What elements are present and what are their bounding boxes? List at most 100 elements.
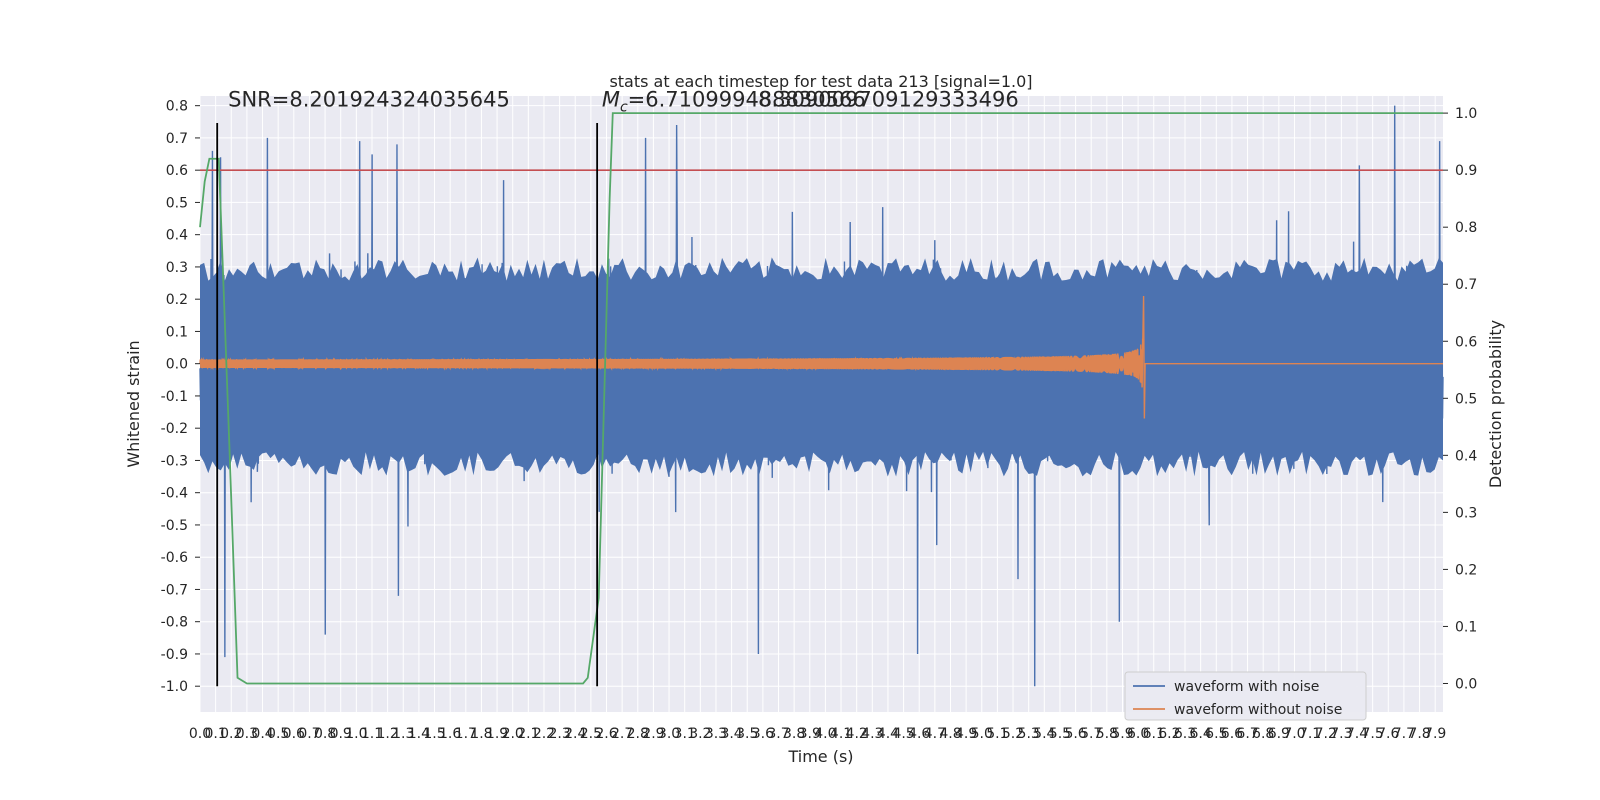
x-tick-label: 3.0 xyxy=(658,726,680,742)
axes: 0.00.10.20.30.40.50.60.70.80.91.01.11.21… xyxy=(161,99,1478,742)
y-axis-label: Whitened strain xyxy=(124,340,143,467)
chart-title: stats at each timestep for test data 213… xyxy=(609,72,1032,91)
x-tick-label: 4.1 xyxy=(830,726,852,742)
x-tick-label: 0.1 xyxy=(205,726,227,742)
x-tick-label: 5.4 xyxy=(1033,726,1055,742)
x-tick-label: 6.9 xyxy=(1268,726,1290,742)
y-tick-label: -0.1 xyxy=(161,389,188,405)
x-tick-label: 3.9 xyxy=(799,726,821,742)
x-tick-label: 5.8 xyxy=(1096,726,1118,742)
snr-annotation: SNR=8.201924324035645 xyxy=(228,87,510,111)
y2-tick-label: 0.9 xyxy=(1455,163,1477,179)
x-tick-label: 3.2 xyxy=(689,726,711,742)
y-tick-label: -0.8 xyxy=(161,615,188,631)
y-tick-label: -0.4 xyxy=(161,486,188,502)
x-tick-label: 1.4 xyxy=(408,726,430,742)
x-tick-label: 0.0 xyxy=(189,726,211,742)
y-tick-label: -0.7 xyxy=(161,582,188,598)
y2-axis-label: Detection probability xyxy=(1486,320,1505,488)
x-tick-label: 1.0 xyxy=(345,726,367,742)
series-layer xyxy=(199,105,1444,687)
x-tick-label: 5.5 xyxy=(1049,726,1071,742)
x-tick-label: 2.2 xyxy=(533,726,555,742)
y-tick-label: -0.2 xyxy=(161,421,188,437)
y-tick-label: -0.3 xyxy=(161,453,188,469)
x-tick-label: 7.0 xyxy=(1283,726,1305,742)
x-tick-label: 7.9 xyxy=(1424,726,1446,742)
x-tick-label: 1.5 xyxy=(423,726,445,742)
y2-tick-label: 0.6 xyxy=(1455,334,1477,350)
x-tick-label: 2.7 xyxy=(611,726,633,742)
x-tick-label: 7.8 xyxy=(1408,726,1430,742)
x-tick-label: 2.5 xyxy=(580,726,602,742)
legend: waveform with noise waveform without nois… xyxy=(1124,671,1367,721)
x-tick-label: 3.7 xyxy=(767,726,789,742)
x-tick-label: 3.5 xyxy=(736,726,758,742)
legend-label: waveform with noise xyxy=(1174,679,1319,695)
x-tick-label: 6.0 xyxy=(1127,726,1149,742)
y2-tick-label: 0.4 xyxy=(1455,448,1477,464)
x-tick-label: 4.3 xyxy=(861,726,883,742)
x-tick-label: 1.3 xyxy=(392,726,414,742)
x-tick-label: 4.7 xyxy=(924,726,946,742)
x-tick-label: 4.5 xyxy=(892,726,914,742)
x-tick-label: 6.3 xyxy=(1174,726,1196,742)
y2-tick-label: 0.2 xyxy=(1455,562,1477,578)
chirp-mass-annotation: Mc=6.710999488830566 xyxy=(602,87,866,115)
x-tick-label: 3.1 xyxy=(674,726,696,742)
y-tick-label: 0.7 xyxy=(166,131,188,147)
x-tick-label: 1.6 xyxy=(439,726,461,742)
x-tick-label: 3.3 xyxy=(705,726,727,742)
x-tick-label: 2.3 xyxy=(548,726,570,742)
x-tick-label: 6.1 xyxy=(1143,726,1165,742)
x-axis-label: Time (s) xyxy=(787,747,853,766)
x-tick-label: 4.8 xyxy=(939,726,961,742)
x-tick-label: 1.8 xyxy=(470,726,492,742)
x-tick-label: 7.1 xyxy=(1299,726,1321,742)
x-tick-label: 4.0 xyxy=(814,726,836,742)
x-tick-label: 4.4 xyxy=(877,726,899,742)
y2-tick-label: 0.3 xyxy=(1455,505,1477,521)
chirp-mass-value: =6.710999488830566 xyxy=(628,87,866,111)
y-tick-label: -1.0 xyxy=(161,679,188,695)
overlapping-annotation: 8.309009709129333496 xyxy=(758,87,1019,111)
x-tick-label: 4.9 xyxy=(955,726,977,742)
x-tick-label: 4.6 xyxy=(908,726,930,742)
legend-box xyxy=(1124,671,1367,721)
x-tick-label: 7.2 xyxy=(1315,726,1337,742)
annotations: SNR=8.201924324035645 Mc=6.71099948883056… xyxy=(228,87,1019,115)
x-tick-label: 4.2 xyxy=(846,726,868,742)
x-tick-label: 3.8 xyxy=(783,726,805,742)
x-tick-label: 5.6 xyxy=(1064,726,1086,742)
y2-tick-label: 0.7 xyxy=(1455,277,1477,293)
x-tick-label: 0.5 xyxy=(267,726,289,742)
x-tick-label: 0.3 xyxy=(236,726,258,742)
x-tick-label: 1.9 xyxy=(486,726,508,742)
x-tick-label: 5.7 xyxy=(1080,726,1102,742)
y-tick-label: -0.9 xyxy=(161,647,188,663)
y-tick-label: 0.0 xyxy=(166,357,188,373)
x-tick-label: 6.4 xyxy=(1190,726,1212,742)
y-tick-label: 0.1 xyxy=(166,324,188,340)
x-tick-label: 3.6 xyxy=(752,726,774,742)
x-tick-label: 6.8 xyxy=(1252,726,1274,742)
x-tick-label: 0.2 xyxy=(220,726,242,742)
y2-tick-label: 0.8 xyxy=(1455,220,1477,236)
x-tick-label: 1.2 xyxy=(376,726,398,742)
x-tick-label: 7.6 xyxy=(1377,726,1399,742)
y2-tick-label: 0.5 xyxy=(1455,391,1477,407)
legend-label: waveform without noise xyxy=(1174,702,1342,718)
clean-waveform-line xyxy=(199,295,1443,419)
x-tick-label: 0.4 xyxy=(251,726,273,742)
y2-tick-label: 0.1 xyxy=(1455,619,1477,635)
y2-tick-label: 0.0 xyxy=(1455,676,1477,692)
x-tick-label: 1.1 xyxy=(361,726,383,742)
x-tick-label: 1.7 xyxy=(455,726,477,742)
x-tick-label: 6.6 xyxy=(1221,726,1243,742)
x-tick-label: 5.3 xyxy=(1018,726,1040,742)
x-tick-label: 2.6 xyxy=(595,726,617,742)
y-tick-label: 0.6 xyxy=(166,163,188,179)
x-tick-label: 3.4 xyxy=(720,726,742,742)
x-tick-label: 0.6 xyxy=(283,726,305,742)
